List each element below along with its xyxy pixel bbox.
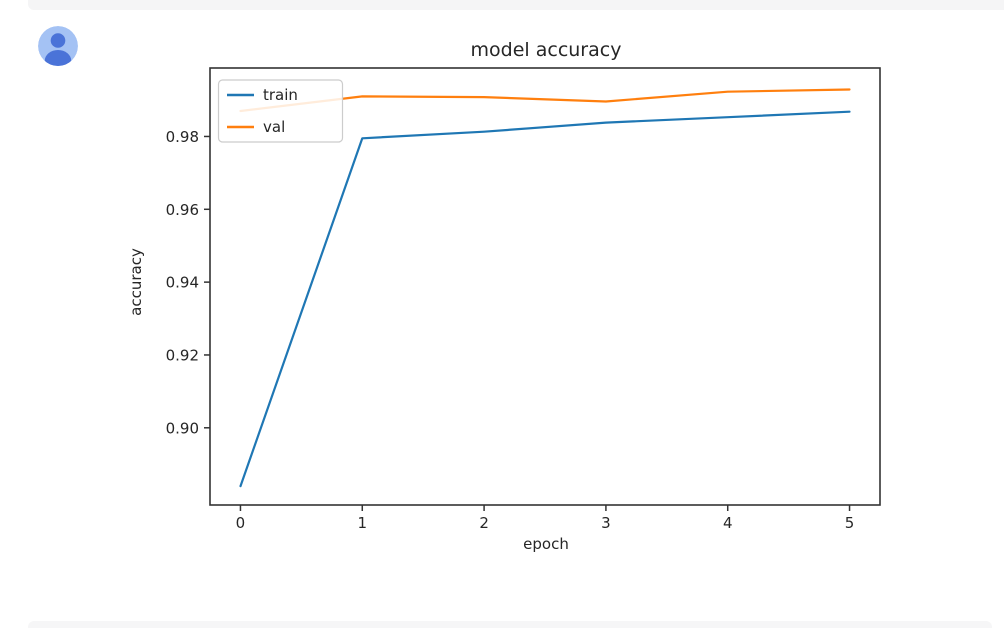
y-tick-label: 0.96 xyxy=(166,201,199,219)
x-tick-label: 4 xyxy=(723,514,733,532)
x-tick-label: 5 xyxy=(845,514,855,532)
y-axis-ticks: 0.90 0.92 0.94 0.96 0.98 xyxy=(166,128,210,437)
y-tick-label: 0.92 xyxy=(166,346,199,364)
x-tick-label: 0 xyxy=(236,514,246,532)
data-series-group xyxy=(239,88,851,488)
x-axis-label: epoch xyxy=(523,535,569,553)
legend-label-val: val xyxy=(263,118,285,136)
line-train xyxy=(239,110,851,488)
avatar-shoulders xyxy=(44,50,72,66)
chart-title: model accuracy xyxy=(471,39,622,61)
x-tick-label: 1 xyxy=(357,514,367,532)
legend-label-train: train xyxy=(263,86,298,104)
y-tick-label: 0.94 xyxy=(166,274,199,292)
y-axis-label: accuracy xyxy=(127,248,145,316)
x-tick-label: 3 xyxy=(601,514,611,532)
y-tick-label: 0.90 xyxy=(166,419,199,437)
axes-frame xyxy=(209,67,881,506)
avatar-head xyxy=(50,33,66,48)
x-axis-ticks: 0 1 2 3 4 5 xyxy=(236,505,855,532)
next-message-remnant xyxy=(28,621,992,628)
legend: train val xyxy=(217,79,344,143)
user-avatar[interactable] xyxy=(38,26,78,66)
y-tick-label: 0.98 xyxy=(166,128,199,146)
x-tick-label: 2 xyxy=(479,514,489,532)
previous-message-remnant xyxy=(28,0,1004,10)
person-icon xyxy=(38,26,78,66)
